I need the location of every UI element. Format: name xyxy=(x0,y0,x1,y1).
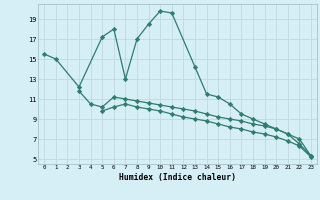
X-axis label: Humidex (Indice chaleur): Humidex (Indice chaleur) xyxy=(119,173,236,182)
